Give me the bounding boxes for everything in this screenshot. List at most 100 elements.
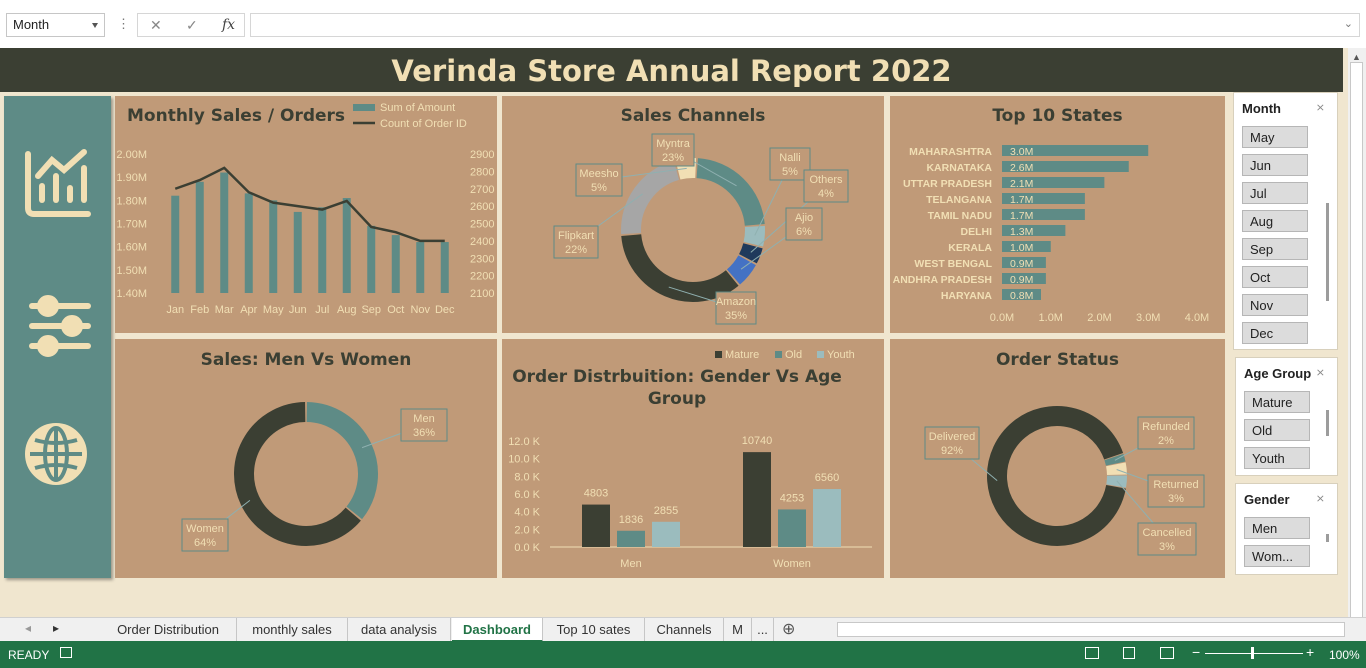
sheet-tab[interactable]: data analysis [348,618,451,642]
data-label-value: 64% [194,537,216,549]
slicer-month-scrollbar[interactable] [1326,203,1329,301]
legend-swatch [775,351,782,358]
tab-scroll-left-icon[interactable]: ◂ [25,621,32,635]
bar-value-label: 6560 [815,472,839,484]
bar [195,181,204,293]
vertical-scrollbar[interactable]: ▲ [1348,48,1366,628]
category-label: ANDHRA PRADESH [893,274,992,286]
bar [743,452,771,547]
genderage-chart: 0.0 K 2.0 K 4.0 K 6.0 K 8.0 K 10.0 K 12.0 K 480… [508,349,872,570]
cancel-icon[interactable]: ✕ [150,17,162,33]
y-tick-label-left: 1.60M [116,242,147,254]
normal-view-icon[interactable] [1085,647,1099,659]
data-label-value: 35% [725,310,747,322]
clear-filter-icon[interactable]: ⨯ [1315,102,1325,114]
macro-icon[interactable] [60,647,72,658]
bar [652,521,680,547]
slicer-month: Month ⨯ May Jun Jul Aug Sep Oct Nov Dec [1233,92,1338,350]
clear-filter-icon[interactable]: ⨯ [1315,493,1325,505]
tab-scroll-right-icon[interactable]: ▸ [53,621,60,635]
monthly-chart: 1.40M 1.50M 1.60M 1.70M 1.80M 1.90M 2.00M 2100 2… [116,102,494,316]
x-tick-label: Dec [435,304,455,316]
donut-slice [621,160,680,235]
y-tick-label: 2.0 K [514,524,540,536]
slicer-item[interactable]: Oct [1242,266,1308,288]
legend-label: Youth [827,349,855,361]
bar [1002,193,1085,204]
zoom-slider-thumb[interactable] [1251,647,1254,659]
slicer-age: Age Group ⨯ Mature Old Youth [1235,357,1338,476]
more-icon[interactable]: ⋮ [117,16,130,31]
data-label-box [1137,416,1195,450]
zoom-slider[interactable] [1205,653,1303,654]
y-tick-label-right: 2200 [470,271,494,283]
slicer-item[interactable]: Dec [1242,322,1308,344]
slicer-item[interactable]: Nov [1242,294,1308,316]
category-label: WEST BENGAL [914,258,992,270]
zoom-out-icon[interactable]: − [1192,644,1201,660]
sliders-icon[interactable] [29,295,91,357]
slicer-item[interactable]: Jun [1242,154,1308,176]
zoom-in-icon[interactable]: + [1306,644,1315,660]
slicer-gender-scrollbar[interactable] [1326,534,1329,542]
x-tick-label: 0.0M [990,312,1014,324]
sheet-tab[interactable]: Dashboard [452,618,543,642]
bar [617,530,645,547]
bar-value-label: 4253 [780,492,804,504]
page-layout-icon[interactable] [1123,647,1135,659]
nav-icons [25,149,91,485]
slicer-item[interactable]: Aug [1242,210,1308,232]
sheet-tab[interactable]: M [724,618,752,642]
category-label: HARYANA [941,290,993,302]
formula-input[interactable]: ⌄ [250,13,1360,37]
y-tick-label-right: 2700 [470,184,494,196]
data-label-box [924,426,980,460]
enter-icon[interactable]: ✓ [186,17,198,33]
slicer-item[interactable]: Jul [1242,182,1308,204]
sheet-tab[interactable]: monthly sales [237,618,348,642]
sheet-tab[interactable]: Channels [645,618,724,642]
bar [1002,209,1085,220]
slicer-item[interactable]: Men [1244,517,1310,539]
y-tick-label-left: 1.70M [116,219,147,231]
legend-swatch [715,351,722,358]
data-label-value: 5% [591,182,607,194]
x-tick-label: Oct [387,304,404,316]
bar [269,200,278,293]
scroll-thumb[interactable] [1350,62,1363,628]
bar-value-label: 4803 [584,488,608,500]
data-label-box [181,518,229,552]
slicer-age-scrollbar[interactable] [1326,410,1329,436]
slicer-item[interactable]: Old [1244,419,1310,441]
slicer-item[interactable]: Youth [1244,447,1310,469]
zoom-level[interactable]: 100% [1329,648,1360,662]
bar [1002,273,1046,284]
data-label-box [553,225,599,259]
clear-filter-icon[interactable]: ⨯ [1315,367,1325,379]
genderage-title-line2: Group [647,389,707,409]
chevron-down-icon[interactable] [92,23,98,28]
horizontal-scrollbar[interactable] [837,622,1345,637]
sheet-tab[interactable]: Top 10 sates [543,618,645,642]
slicer-item[interactable]: Wom... [1244,545,1310,567]
x-tick-label: Feb [190,304,209,316]
slicer-item[interactable]: Sep [1242,238,1308,260]
x-tick-label: May [263,304,284,316]
chart-icon[interactable] [25,149,91,217]
bar [342,198,351,293]
category-label: UTTAR PRADESH [903,178,992,190]
globe-icon[interactable] [25,423,87,485]
sheet-tab[interactable]: Order Distribution [100,618,237,642]
slicer-item[interactable]: Mature [1244,391,1310,413]
add-sheet-icon[interactable]: ⊕ [782,621,796,638]
bar-value-label: 1.3M [1010,226,1033,238]
slicer-item[interactable]: May [1242,126,1308,148]
function-icon[interactable]: fx [222,17,236,33]
page-break-icon[interactable] [1160,647,1174,659]
name-box[interactable]: Month [6,13,105,37]
expand-formula-icon[interactable]: ⌄ [1343,18,1353,30]
formula-buttons: ✕ ✓ fx [137,13,245,37]
sheet-tab[interactable]: ... [752,618,774,642]
scroll-up-icon[interactable]: ▲ [1352,52,1361,62]
bar [1002,177,1105,188]
